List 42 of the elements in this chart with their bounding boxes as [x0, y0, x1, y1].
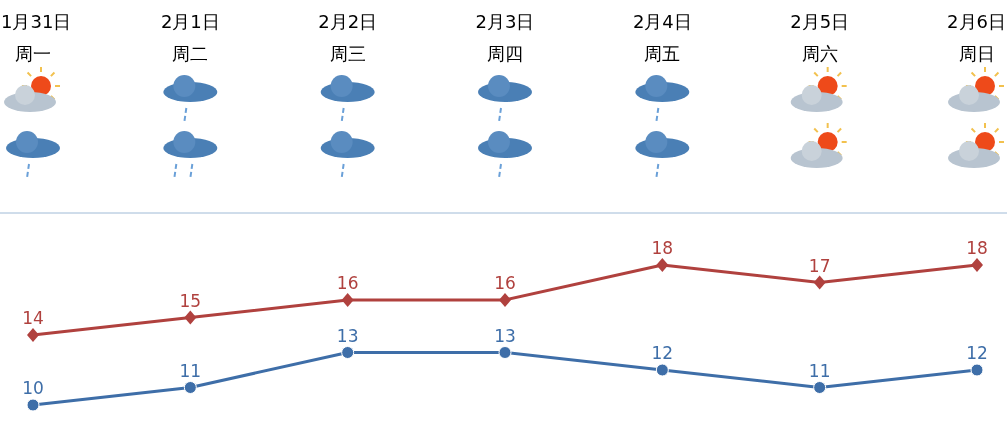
point: [183, 381, 197, 394]
text: 周日: [959, 43, 995, 64]
point: [27, 328, 39, 342]
x-tick-label: 1月31日: [1, 11, 72, 32]
text: 周二: [172, 43, 209, 64]
point: [499, 293, 511, 307]
text: 周四: [487, 43, 523, 64]
data-label: 13: [336, 325, 359, 346]
text: 周六: [801, 43, 838, 64]
x-tick-label: 2月6日: [947, 11, 1006, 32]
data-label: 15: [179, 290, 202, 311]
point: [970, 363, 984, 377]
text: 周五: [644, 43, 681, 64]
data-label: 17: [808, 255, 831, 276]
x-tick-label: 2月2日: [318, 11, 378, 32]
data-label: 14: [22, 308, 44, 328]
data-label: 11: [808, 360, 831, 381]
data-label: 10: [22, 378, 44, 398]
point: [184, 310, 197, 325]
point: [656, 258, 669, 272]
point: [813, 275, 826, 290]
point: [341, 293, 354, 307]
text: 周三: [329, 43, 366, 64]
data-label: 12: [966, 343, 988, 363]
data-label: 16: [336, 273, 359, 293]
x-tick-label: 2月5日: [790, 11, 850, 32]
point: [341, 346, 355, 359]
text: 周一: [15, 43, 51, 64]
data-label: 18: [966, 238, 988, 258]
point: [498, 346, 512, 359]
data-label: 16: [494, 273, 516, 293]
x-tick-label: 2月3日: [475, 11, 535, 32]
point: [655, 363, 669, 377]
data-label: 18: [651, 238, 674, 258]
data-label: 12: [651, 343, 674, 363]
point: [813, 381, 827, 394]
point: [26, 398, 40, 412]
x-tick-label: 2月4日: [632, 11, 692, 32]
x-tick-label: 2月1日: [160, 11, 220, 32]
data-label: 13: [494, 325, 516, 346]
point: [971, 258, 983, 272]
data-label: 11: [179, 360, 202, 381]
